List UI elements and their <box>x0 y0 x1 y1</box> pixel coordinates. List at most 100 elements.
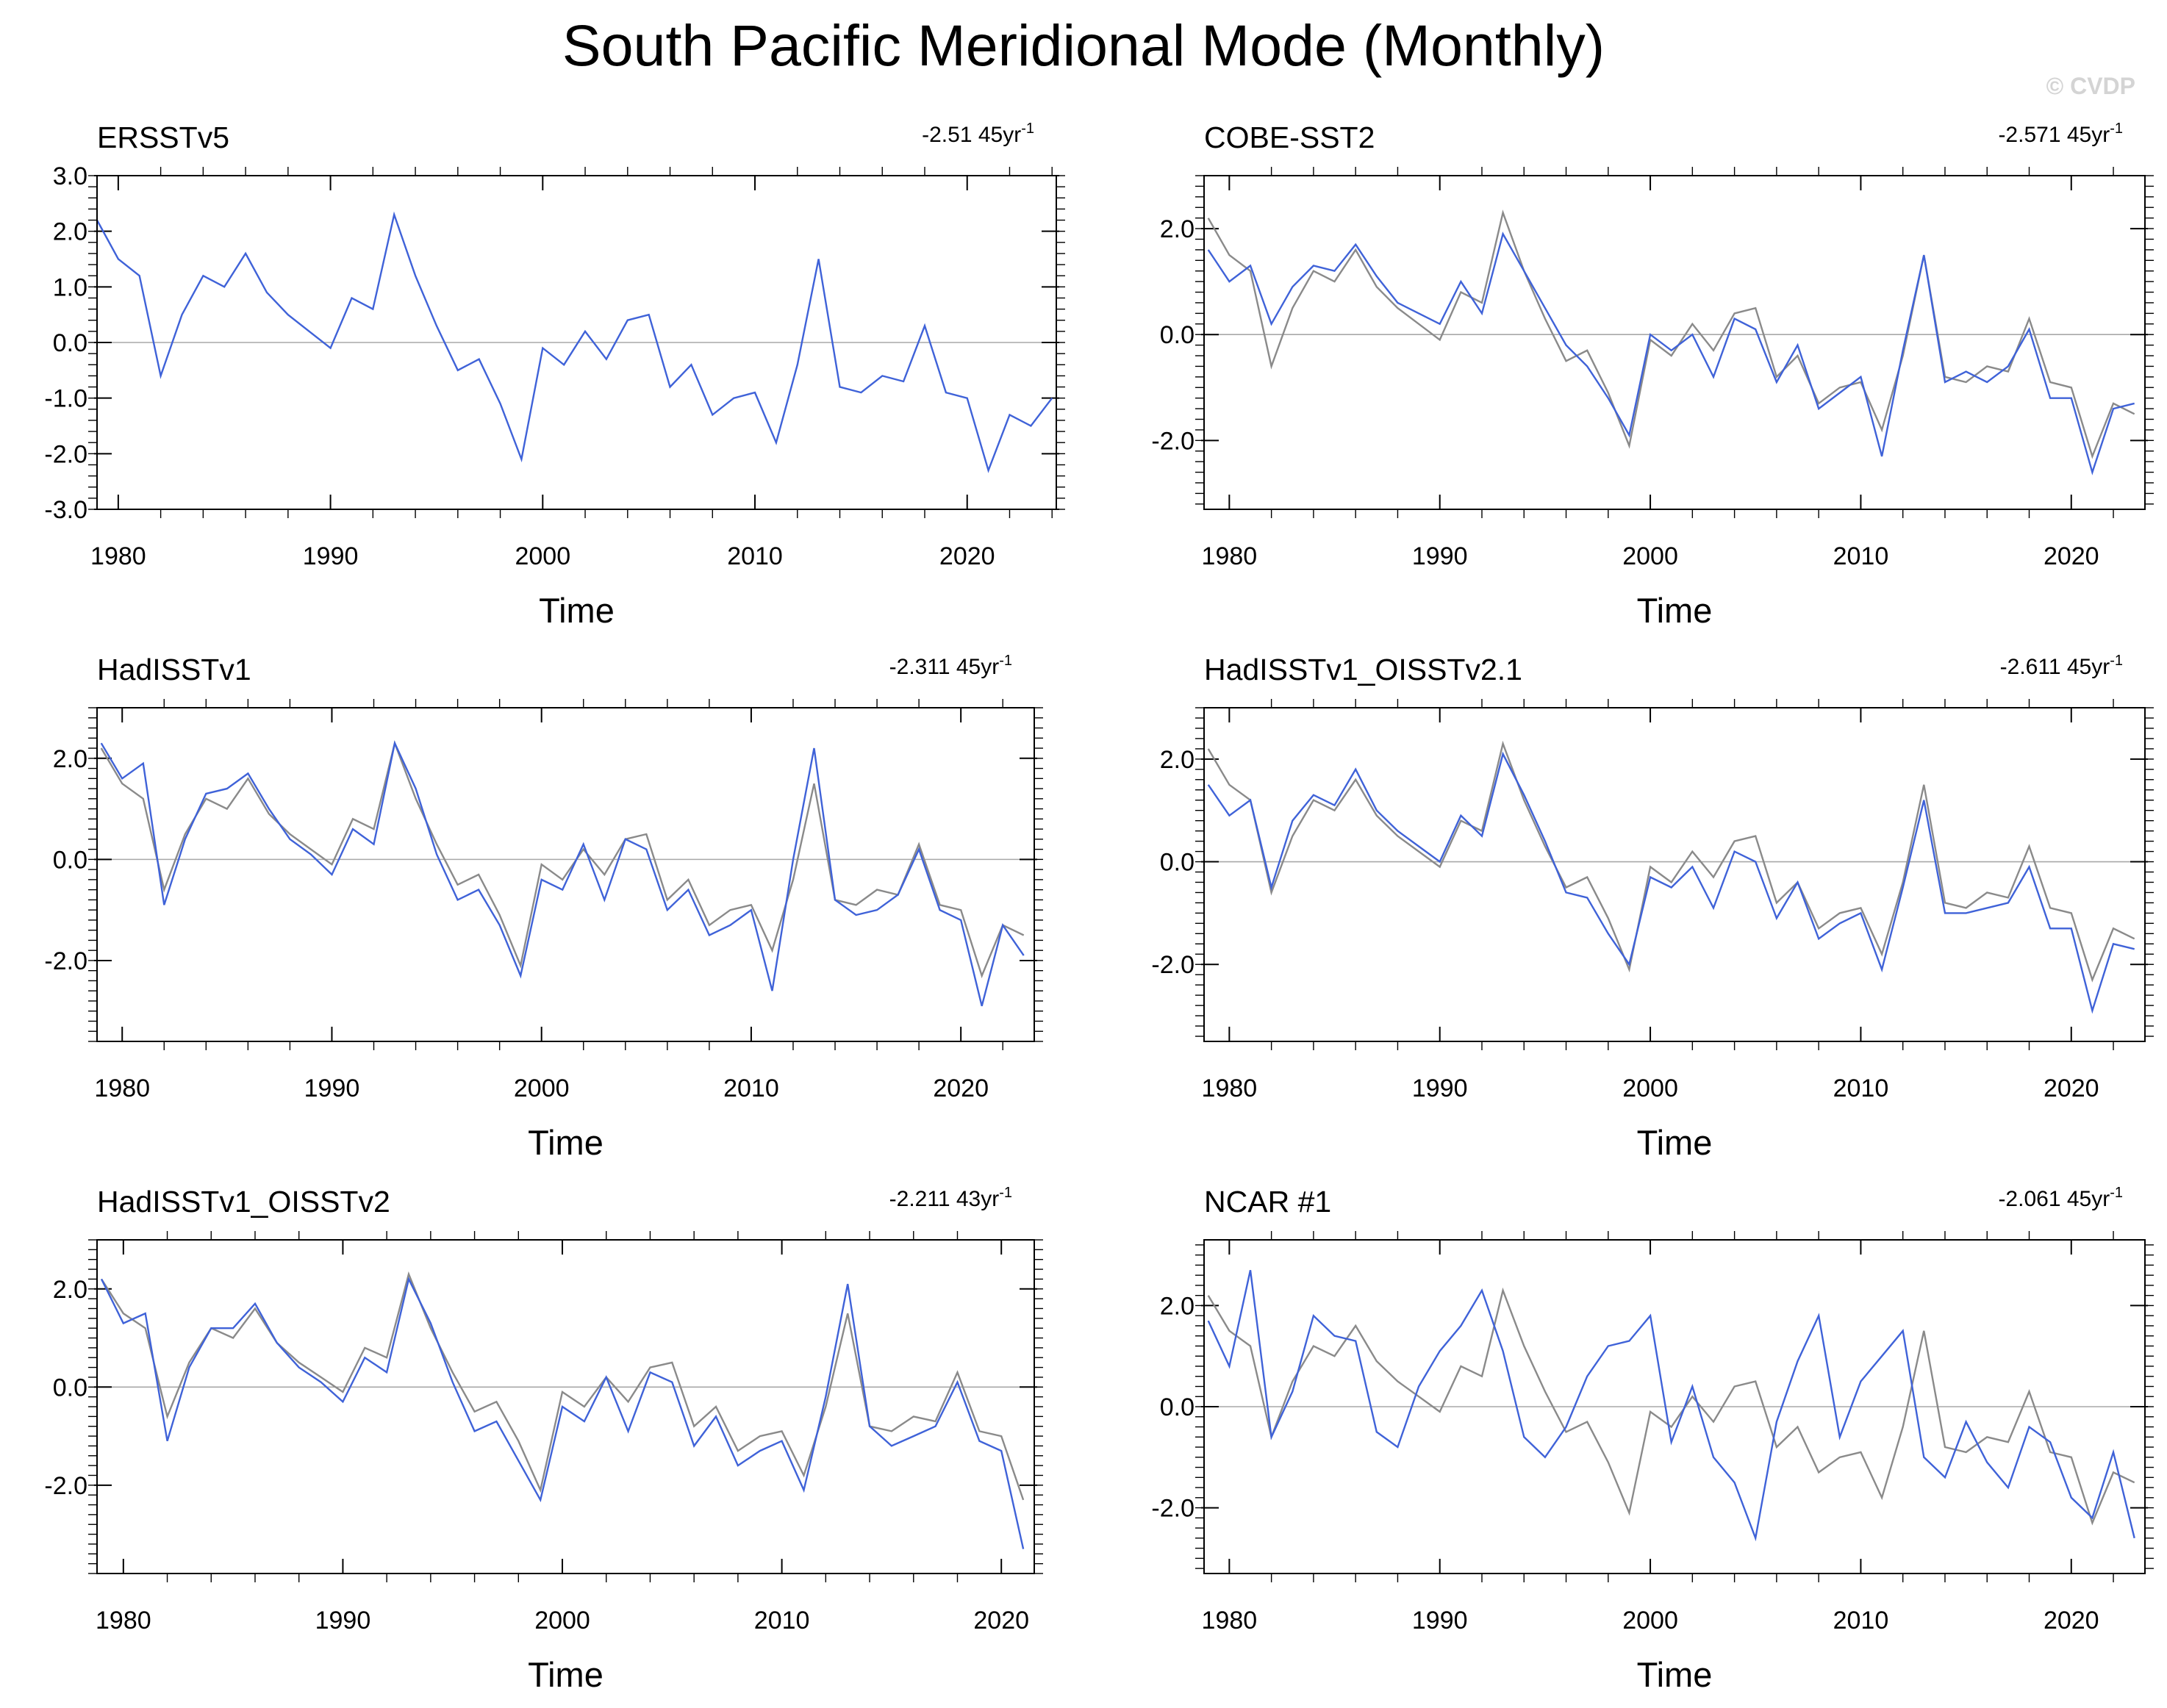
x-tick-label: 2020 <box>2044 1074 2099 1102</box>
x-tick-label: 2010 <box>723 1074 779 1102</box>
y-tick-label: 2.0 <box>53 745 87 773</box>
y-tick-label: 0.0 <box>53 846 87 874</box>
trend-value: -2.211 43yr <box>889 1187 1000 1211</box>
dataset-series-line <box>96 211 1053 473</box>
x-tick-label: 2020 <box>2044 542 2099 570</box>
y-tick-label: 0.0 <box>1160 321 1194 349</box>
x-tick-label: 2020 <box>939 542 995 570</box>
y-tick-label: 0.0 <box>53 329 87 357</box>
y-tick-label: -2.0 <box>44 440 87 468</box>
trend-value: -2.571 45yr <box>1998 123 2110 147</box>
x-tick-label: 2000 <box>514 1074 570 1102</box>
x-axis-label: Time <box>1637 1655 1713 1694</box>
y-tick-label: 2.0 <box>1160 1292 1194 1320</box>
panel-title: COBE-SST2 <box>1204 121 1375 154</box>
x-tick-label: 2000 <box>1622 1607 1678 1635</box>
trend-value: -2.611 45yr <box>2000 655 2110 679</box>
x-tick-label: 2010 <box>1833 542 1889 570</box>
y-tick-label: -1.0 <box>44 385 87 413</box>
plot-frame <box>96 1239 1035 1574</box>
x-tick-label: 2010 <box>1833 1074 1889 1102</box>
x-tick-label: 1980 <box>90 542 146 570</box>
x-tick-label: 2010 <box>727 542 783 570</box>
y-tick-label: 2.0 <box>53 218 87 246</box>
y-tick-label: 2.0 <box>1160 746 1194 774</box>
y-tick-label: -2.0 <box>1151 427 1194 455</box>
x-tick-label: 2020 <box>973 1607 1029 1635</box>
x-axis-label: Time <box>528 1123 603 1162</box>
chart-panel: HadISSTv1 -2.311 45yr-1 -2.0 0.0 2.0 1980 1990… <box>44 653 1043 1162</box>
y-tick-label: -2.0 <box>1151 951 1194 979</box>
dataset-series-line <box>1207 232 2135 476</box>
x-tick-label: 1980 <box>94 1074 150 1102</box>
x-tick-label: 1980 <box>1202 1074 1258 1102</box>
trend-exponent: -1 <box>999 653 1012 669</box>
dataset-series-line <box>1207 1270 2135 1542</box>
trend-label: -2.061 45yr-1 <box>1998 1185 2123 1211</box>
trend-label: -2.611 45yr-1 <box>2000 653 2123 679</box>
plot-frame <box>96 707 1035 1042</box>
y-tick-label: 0.0 <box>1160 1393 1194 1421</box>
y-tick-label: -2.0 <box>44 1472 87 1500</box>
plot-frame <box>1203 175 2146 510</box>
trend-exponent: -1 <box>2110 121 2123 137</box>
panel-title: HadISSTv1 <box>97 653 251 686</box>
x-axis-label: Time <box>1637 1123 1713 1162</box>
dataset-series-line <box>100 740 1025 1007</box>
chart-panel: NCAR #1 -2.061 45yr-1 -2.0 0.0 2.0 1980 1990 20… <box>1151 1185 2154 1694</box>
y-tick-label: 2.0 <box>53 1276 87 1304</box>
reference-series-line <box>1207 1287 2135 1526</box>
watermark: © CVDP <box>2046 73 2135 99</box>
y-tick-label: 0.0 <box>1160 849 1194 877</box>
dataset-series-line <box>1207 751 2135 1014</box>
y-tick-label: 1.0 <box>53 273 87 301</box>
reference-series-line <box>1207 209 2135 459</box>
plot-frame <box>1203 707 2146 1042</box>
trend-label: -2.571 45yr-1 <box>1998 121 2123 147</box>
x-tick-label: 1990 <box>304 1074 360 1102</box>
x-tick-label: 1990 <box>303 542 359 570</box>
panel-title: NCAR #1 <box>1204 1185 1331 1219</box>
x-tick-label: 1990 <box>1412 1607 1468 1635</box>
reference-series-line <box>1207 740 2135 983</box>
y-tick-label: -3.0 <box>44 496 87 524</box>
x-tick-label: 2020 <box>933 1074 989 1102</box>
panel-grid: ERSSTv5 -2.51 45yr-1-3.0-2.0-1.00.01.02.0… <box>44 121 2154 1694</box>
x-axis-label: Time <box>539 591 615 630</box>
trend-value: -2.311 45yr <box>889 655 1000 679</box>
x-tick-label: 1980 <box>1202 542 1258 570</box>
chart-panel: HadISSTv1_OISSTv2.1 -2.611 45yr-1 -2.0 0.0 2… <box>1151 653 2154 1162</box>
plot-frame <box>96 175 1057 510</box>
trend-exponent: -1 <box>999 1185 1012 1201</box>
trend-exponent: -1 <box>1021 121 1034 137</box>
chart-panel: ERSSTv5 -2.51 45yr-1 -3.0 -2.0 -1.0 0.0 1.0 2.0… <box>44 121 1065 630</box>
figure-title: South Pacific Meridional Mode (Monthly) <box>562 12 1605 78</box>
x-tick-label: 2000 <box>515 542 570 570</box>
panel-title: ERSSTv5 <box>97 121 229 154</box>
x-tick-label: 1990 <box>315 1607 371 1635</box>
y-tick-label: -2.0 <box>44 947 87 975</box>
trend-value: -2.51 45yr <box>922 123 1021 147</box>
dataset-series-line <box>100 1276 1025 1549</box>
panel-title: HadISSTv1_OISSTv2.1 <box>1204 653 1522 686</box>
x-tick-label: 2000 <box>1622 1074 1678 1102</box>
chart-panel: HadISSTv1_OISSTv2 -2.211 43yr-1 -2.0 0.0 2.0… <box>44 1185 1043 1694</box>
trend-value: -2.061 45yr <box>1998 1187 2110 1211</box>
y-tick-label: 3.0 <box>53 162 87 190</box>
y-tick-label: 2.0 <box>1160 215 1194 243</box>
x-tick-label: 2000 <box>1622 542 1678 570</box>
x-axis-label: Time <box>1637 591 1713 630</box>
plot-frame <box>1203 1239 2146 1574</box>
x-axis-label: Time <box>528 1655 603 1694</box>
trend-label: -2.311 45yr-1 <box>889 653 1012 679</box>
trend-exponent: -1 <box>2110 1185 2123 1201</box>
y-tick-label: 0.0 <box>53 1374 87 1402</box>
x-tick-label: 2000 <box>534 1607 590 1635</box>
chart-panel: COBE-SST2 -2.571 45yr-1 -2.0 0.0 2.0 1980 1990… <box>1151 121 2154 630</box>
reference-series-line <box>100 740 1025 979</box>
x-tick-label: 1980 <box>96 1607 151 1635</box>
x-tick-label: 1980 <box>1202 1607 1258 1635</box>
x-tick-label: 1990 <box>1412 1074 1468 1102</box>
x-tick-label: 2020 <box>2044 1607 2099 1635</box>
